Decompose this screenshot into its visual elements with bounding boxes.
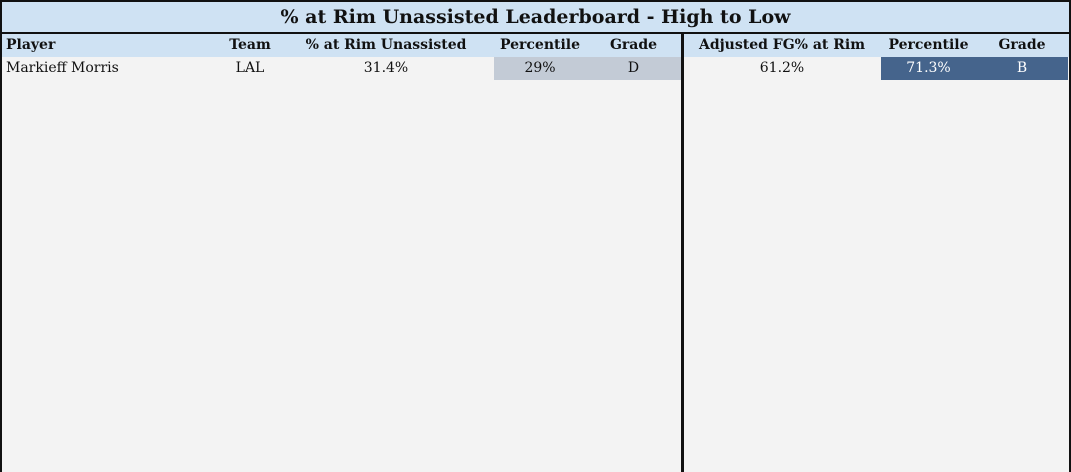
table-cell: 71.3% <box>881 57 976 80</box>
column-header: % at Rim Unassisted <box>305 37 467 53</box>
table-cell: 61.2% <box>759 60 805 76</box>
header-bar <box>684 34 1071 57</box>
border <box>1069 34 1071 472</box>
column-header: Adjusted FG% at Rim <box>698 37 866 53</box>
column-header: Player <box>6 37 56 53</box>
border <box>0 34 2 472</box>
column-header: Percentile <box>888 37 969 53</box>
column-header: Grade <box>998 37 1046 53</box>
table-cell: D <box>586 57 681 80</box>
header-bar <box>0 34 681 57</box>
table-cell: B <box>976 57 1068 80</box>
column-header: Grade <box>609 37 658 53</box>
title: % at Rim Unassisted Leaderboard - High t… <box>0 0 1071 34</box>
column-header: Team <box>229 37 271 53</box>
column-header: Percentile <box>499 37 581 53</box>
table-cell: Markieff Morris <box>6 60 119 76</box>
table-cell: 29% <box>494 57 586 80</box>
divider <box>681 34 684 472</box>
table-cell: LAL <box>235 60 265 76</box>
table-cell: 31.4% <box>363 60 409 76</box>
